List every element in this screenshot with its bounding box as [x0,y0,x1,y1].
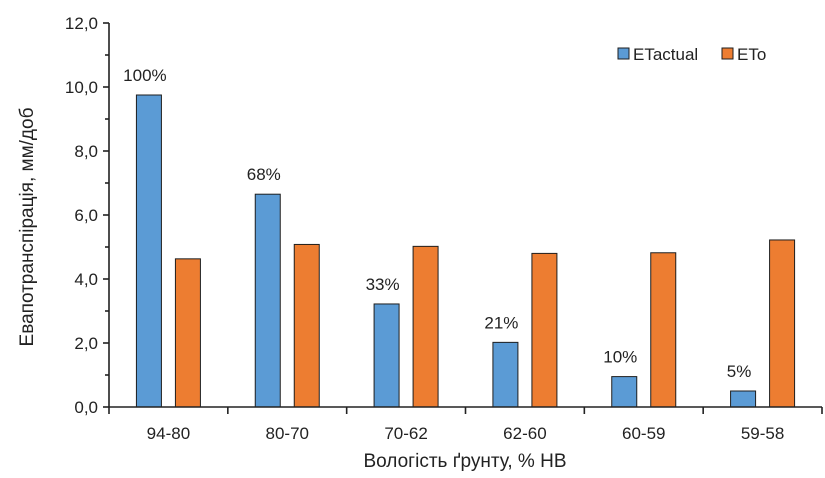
y-tick-label: 4,0 [74,270,98,289]
x-tick-label: 80-70 [266,424,309,443]
bar-eto-94-80 [174,258,201,408]
x-axis-title: Вологість ґрунту, % НВ [363,451,566,472]
bar-etactual-70-62 [373,303,400,408]
legend-swatch-etactual [617,47,630,60]
y-tick-label: 8,0 [74,142,98,161]
legend-label-eto: ETo [737,45,766,64]
y-tick-label: 2,0 [74,334,98,353]
legend-label-etactual: ETactual [633,45,698,64]
y-tick-label: 6,0 [74,206,98,225]
bar-eto-70-62 [412,245,439,408]
axes: 0,0 2,0 4,0 6,0 8,0 10,0 12,0 94-80 80-70 70-62 62… [65,14,823,443]
x-tick-label: 70-62 [384,424,427,443]
y-tick-label: 0,0 [74,398,98,417]
bar-etactual-62-60 [492,341,519,408]
data-label-etactual: 68% [247,165,281,184]
data-label-etactual: 100% [123,66,166,85]
y-tick-label: 12,0 [65,14,98,33]
bar-eto-60-59 [650,252,677,408]
bar-etactual-60-59 [611,376,638,408]
x-tick-label: 94-80 [147,424,190,443]
bar-etactual-59-58 [730,390,757,408]
data-label-etactual: 10% [603,348,637,367]
data-label-etactual: 33% [366,275,400,294]
plot-area: 100% 68% 33% 21% 10% 5% [123,66,796,408]
data-label-etactual: 5% [727,362,752,381]
bar-eto-80-70 [293,243,320,408]
legend-swatch-eto [721,47,734,60]
bar-etactual-94-80 [135,94,162,408]
bar-etactual-80-70 [254,193,281,408]
y-tick-label: 10,0 [65,78,98,97]
legend: ETactual ETo [617,45,766,64]
x-tick-label: 62-60 [503,424,546,443]
bar-eto-62-60 [531,252,558,408]
data-label-etactual: 21% [484,313,518,332]
y-axis-title: Евапотранспірація, мм/доб [17,107,38,346]
bar-eto-59-58 [769,239,796,408]
x-tick-label: 59-58 [741,424,784,443]
x-tick-label: 60-59 [622,424,665,443]
